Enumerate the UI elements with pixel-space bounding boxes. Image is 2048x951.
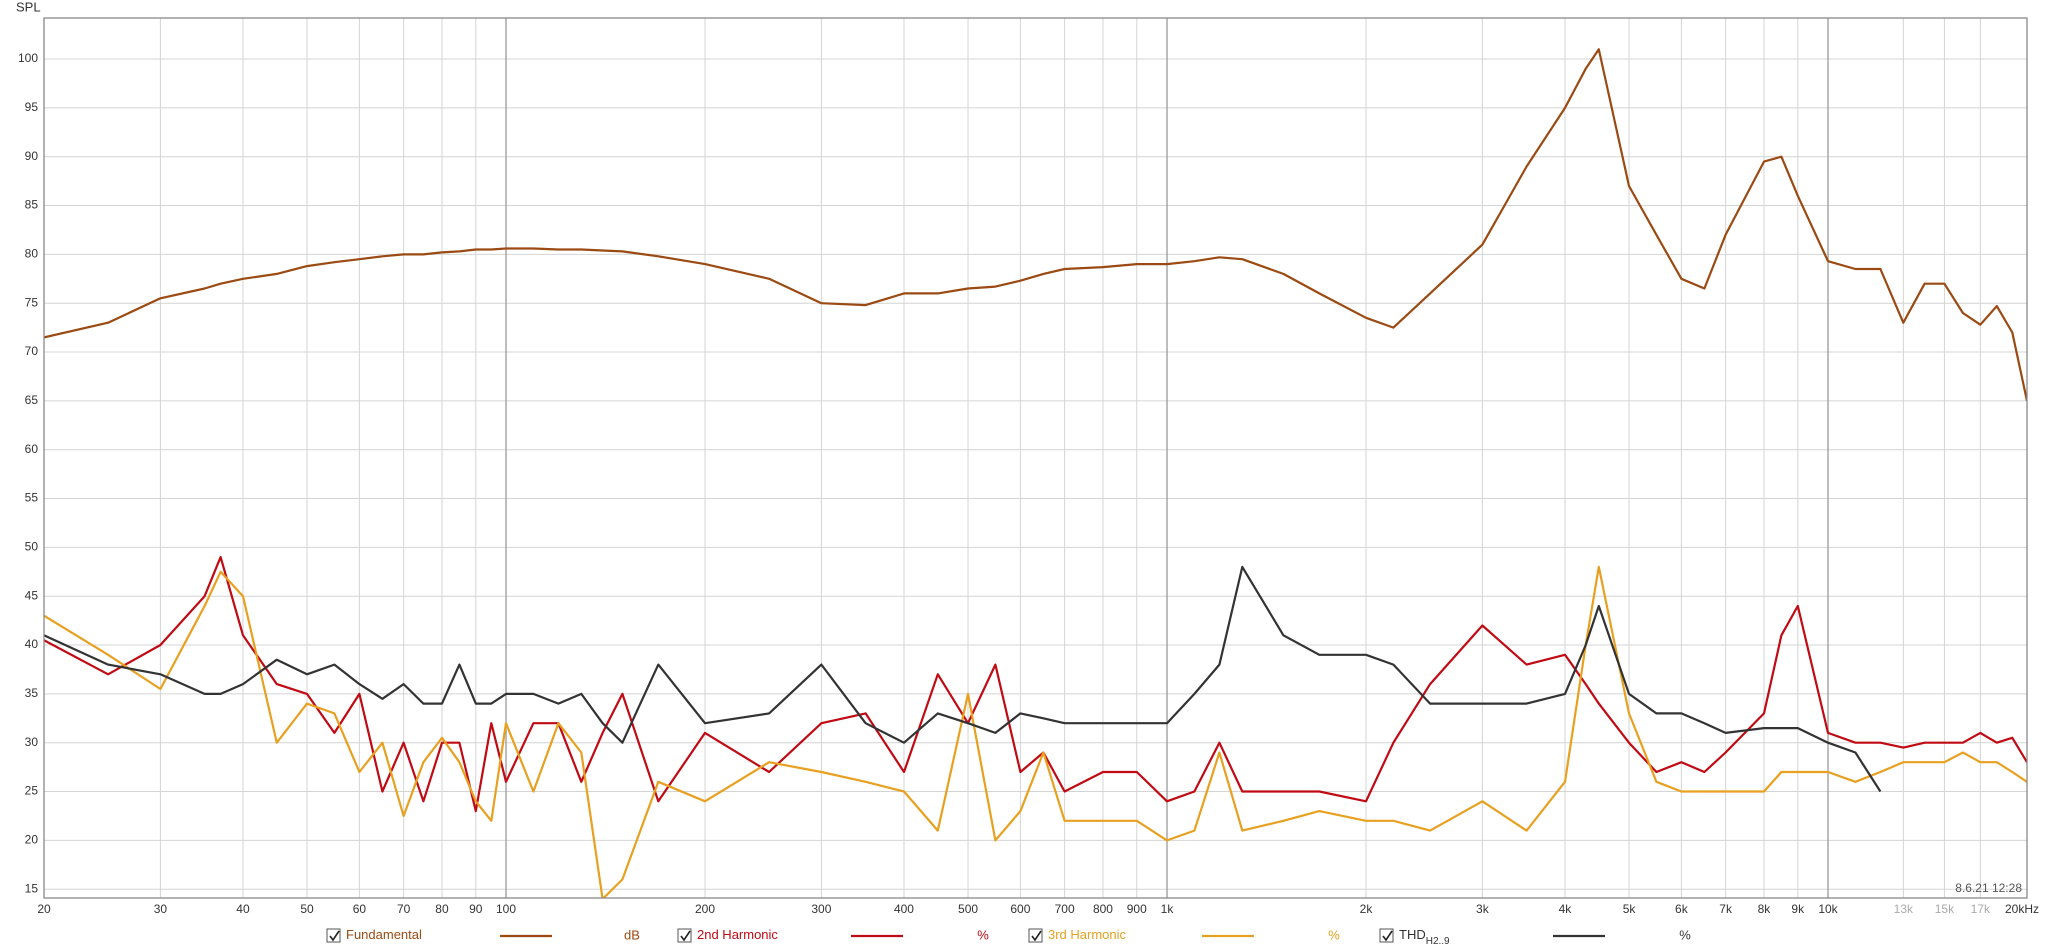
legend-unit: %	[1679, 927, 1691, 942]
legend-checkbox[interactable]	[677, 928, 692, 943]
y-tick-label: 15	[25, 881, 39, 895]
x-tick-label: 10k	[1818, 902, 1838, 916]
x-tick-label: 90	[469, 902, 483, 916]
legend: Fundamental dB 2nd Harmonic% 3rd Harmonic% T…	[326, 927, 1691, 947]
grid	[43, 18, 2028, 898]
legend-unit: %	[1328, 927, 1340, 942]
x-tick-label: 5k	[1623, 902, 1637, 916]
x-tick-label: 600	[1010, 902, 1030, 916]
x-tick-label: 200	[695, 902, 715, 916]
legend-label: 3rd Harmonic	[1048, 927, 1127, 942]
x-tick-label: 6k	[1675, 902, 1689, 916]
y-tick-label: 20	[25, 833, 39, 847]
legend-name: 2nd Harmonic	[697, 927, 778, 942]
x-tick-label: 700	[1055, 902, 1075, 916]
y-tick-label: 80	[25, 247, 39, 261]
x-tick-label: 20	[37, 902, 51, 916]
checkbox-box	[1028, 928, 1043, 943]
series-line	[44, 48, 2027, 402]
checkbox-check	[1031, 930, 1042, 942]
y-tick-label: 25	[25, 784, 39, 798]
checkbox-box	[677, 928, 692, 943]
series-line	[44, 565, 1882, 793]
y-tick-label: 55	[25, 491, 39, 505]
legend-name-sub: H2..9	[1426, 936, 1450, 947]
x-tick-label: 50	[300, 902, 314, 916]
x-tick-label: 20kHz	[2005, 902, 2039, 916]
checkbox-check	[329, 930, 340, 942]
legend-name: 3rd Harmonic	[1048, 927, 1127, 942]
x-tick-label: 100	[496, 902, 516, 916]
y-tick-label: 30	[25, 735, 39, 749]
timestamp: 8.6.21 12:28	[1955, 881, 2022, 895]
legend-name: THD	[1399, 927, 1426, 942]
legend-checkbox[interactable]	[1028, 928, 1043, 943]
x-tick-label: 60	[353, 902, 367, 916]
x-tick-label: 70	[397, 902, 411, 916]
y-tick-label: 70	[25, 344, 39, 358]
y-tick-label: 85	[25, 198, 39, 212]
checkbox-check	[1382, 930, 1393, 942]
plot-area	[44, 48, 2027, 898]
y-tick-label: 40	[25, 637, 39, 651]
x-tick-label: 30	[154, 902, 168, 916]
x-tick-label: 900	[1127, 902, 1147, 916]
x-tick-label: 500	[958, 902, 978, 916]
x-tick-label: 40	[236, 902, 250, 916]
x-tick-label: 1k	[1161, 902, 1175, 916]
x-tick-label: 800	[1093, 902, 1113, 916]
legend-checkbox[interactable]	[1379, 928, 1394, 943]
y-tick-label: 60	[25, 442, 39, 456]
x-tick-label: 17k	[1971, 902, 1991, 916]
checkbox-box	[1379, 928, 1394, 943]
x-tick-label: 80	[435, 902, 449, 916]
plot-frame	[43, 17, 2028, 899]
legend-label: 2nd Harmonic	[697, 927, 778, 942]
x-tick-label: 7k	[1719, 902, 1733, 916]
checkbox-box	[326, 928, 341, 943]
legend-unit: dB	[624, 927, 640, 942]
x-tick-label: 8k	[1758, 902, 1772, 916]
legend-checkbox[interactable]	[326, 928, 341, 943]
checkbox-check	[680, 930, 691, 942]
x-tick-label: 13k	[1894, 902, 1914, 916]
legend-label: Fundamental	[346, 927, 422, 942]
y-tick-label: 75	[25, 295, 39, 309]
legend-name: Fundamental	[346, 927, 422, 942]
series-line	[44, 565, 2027, 898]
y-tick-label: 45	[25, 588, 39, 602]
x-tick-label: 300	[811, 902, 831, 916]
y-tick-label: 95	[25, 100, 39, 114]
x-tick-label: 3k	[1476, 902, 1490, 916]
x-tick-label: 15k	[1935, 902, 1955, 916]
x-tick-label: 400	[894, 902, 914, 916]
y-axis-label: SPL	[16, 0, 41, 14]
x-tick-label: 2k	[1360, 902, 1374, 916]
x-tick-label: 4k	[1559, 902, 1573, 916]
y-tick-label: 65	[25, 393, 39, 407]
y-tick-label: 50	[25, 540, 39, 554]
series-line	[44, 556, 2027, 813]
legend-unit: %	[977, 927, 989, 942]
y-tick-label: 100	[18, 51, 38, 65]
x-tick-label: 9k	[1791, 902, 1805, 916]
y-tick-label: 90	[25, 149, 39, 163]
legend-label: THDH2..9	[1399, 927, 1450, 946]
y-tick-label: 35	[25, 686, 39, 700]
